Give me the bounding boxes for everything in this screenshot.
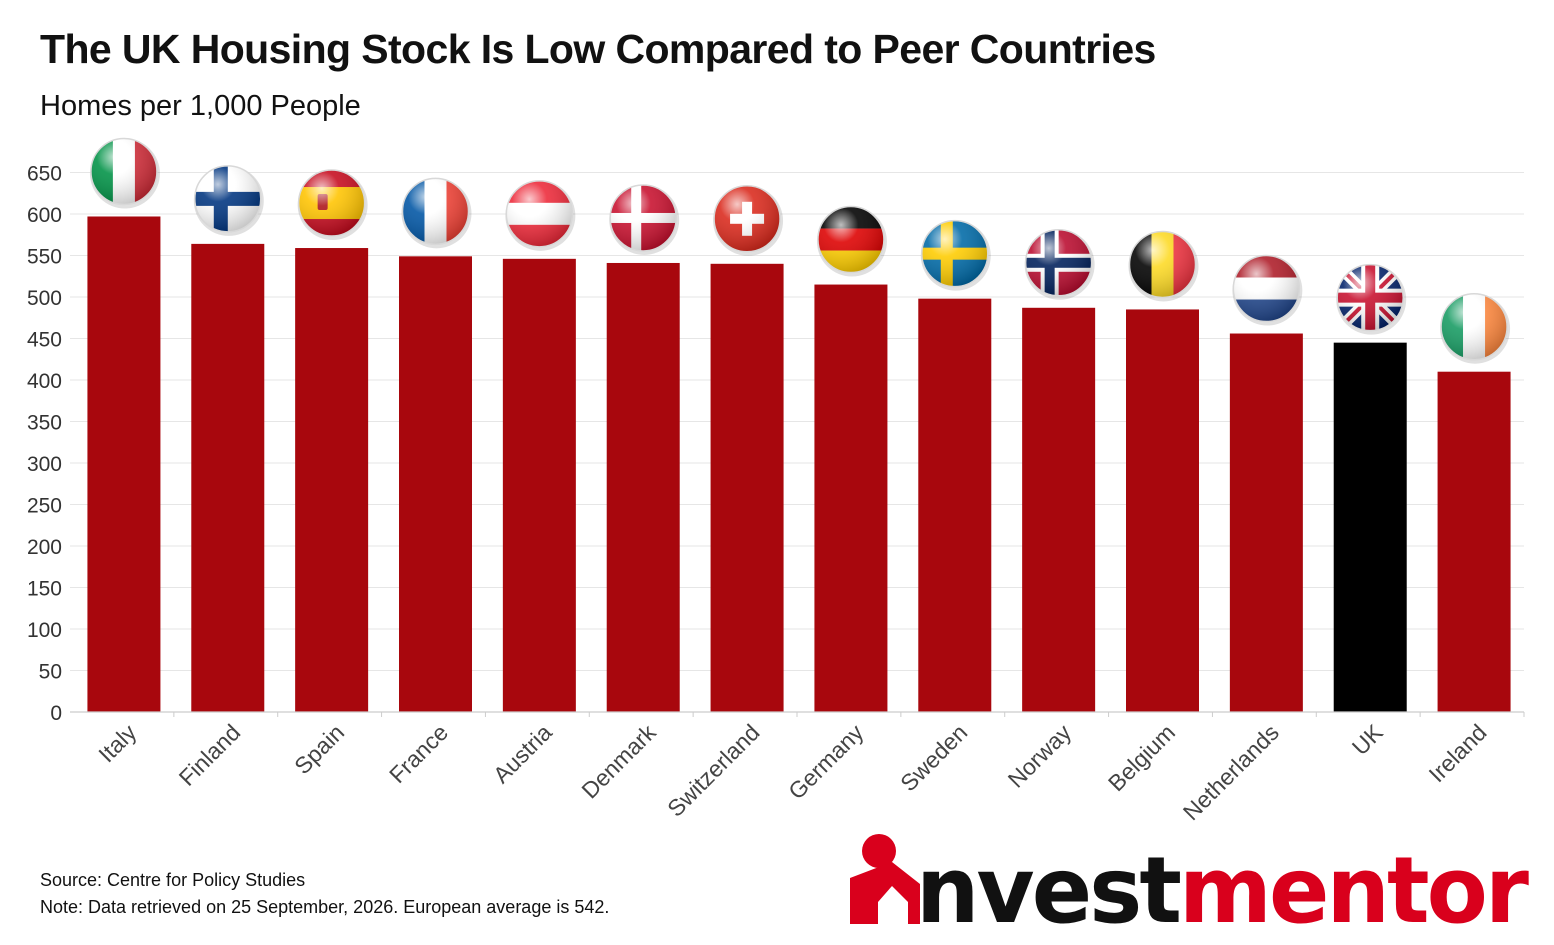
uk-flag-icon <box>1336 263 1407 335</box>
bar-germany <box>814 284 888 712</box>
y-tick-label: 150 <box>27 578 62 601</box>
bar-netherlands <box>1229 333 1303 712</box>
data-note: Note: Data retrieved on 25 September, 20… <box>40 897 610 917</box>
y-tick-label: 250 <box>27 495 62 518</box>
bar-france <box>399 256 472 712</box>
x-tick-label: Netherlands <box>1178 719 1284 825</box>
germany-flag-icon <box>816 205 887 277</box>
y-tick-label: 450 <box>27 329 62 352</box>
x-tick-label: Denmark <box>576 719 661 804</box>
norway-flag-icon <box>1024 229 1095 300</box>
bar-finland <box>191 243 265 712</box>
bar-sweden <box>918 298 992 712</box>
y-tick-label: 350 <box>27 412 62 435</box>
x-tick-label: Spain <box>289 719 349 779</box>
y-tick-label: 200 <box>27 536 62 559</box>
chart-title: The UK Housing Stock Is Low Compared to … <box>40 26 1156 72</box>
x-tick-label: UK <box>1347 719 1388 760</box>
x-tick-label: Switzerland <box>662 719 764 821</box>
x-tick-label: Sweden <box>895 719 972 796</box>
x-tick-label: Ireland <box>1423 719 1491 787</box>
france-flag-icon <box>401 177 472 249</box>
x-tick-label: Germany <box>783 719 869 805</box>
y-tick-label: 600 <box>27 204 62 227</box>
spain-flag-icon <box>297 169 368 241</box>
switzerland-flag-icon <box>713 185 784 256</box>
x-tick-label: Italy <box>93 719 142 768</box>
bar-uk <box>1333 342 1407 712</box>
logo-dot-icon <box>862 834 896 868</box>
source-note: Source: Centre for Policy Studies <box>40 870 306 890</box>
sweden-flag-icon <box>920 219 991 291</box>
bar-switzerland <box>710 263 784 712</box>
bar-belgium <box>1126 309 1199 712</box>
y-tick-label: 400 <box>27 370 62 393</box>
y-tick-label: 100 <box>27 619 62 642</box>
bar-norway <box>1022 307 1096 712</box>
bar-austria <box>502 258 576 712</box>
y-tick-label: 0 <box>50 702 62 725</box>
x-tick-label: Finland <box>174 719 246 791</box>
investmentor-logo: nvestmentor <box>850 834 1533 932</box>
y-tick-label: 550 <box>27 246 62 269</box>
bar-spain <box>295 248 369 712</box>
x-tick-label: Belgium <box>1103 719 1180 796</box>
y-tick-label: 650 <box>27 163 62 186</box>
x-tick-label: France <box>384 719 453 788</box>
logo-wordmark: nvestmentor <box>916 837 1530 932</box>
austria-flag-icon <box>505 180 576 251</box>
chart-subtitle: Homes per 1,000 People <box>40 90 361 122</box>
y-tick-label: 300 <box>27 453 62 476</box>
netherlands-flag-icon <box>1232 254 1303 326</box>
ireland-flag-icon <box>1440 292 1511 364</box>
x-tick-label: Norway <box>1003 719 1077 793</box>
bar-italy <box>87 216 161 713</box>
belgium-flag-icon <box>1128 230 1199 302</box>
logo-roof-icon <box>850 862 920 924</box>
y-tick-label: 500 <box>27 287 62 310</box>
bar-ireland <box>1437 371 1511 712</box>
finland-flag-icon <box>193 165 264 236</box>
denmark-flag-icon <box>609 184 680 255</box>
x-tick-label: Austria <box>488 719 557 788</box>
y-tick-label: 50 <box>39 661 62 684</box>
bar-denmark <box>606 262 680 712</box>
italy-flag-icon <box>89 137 160 209</box>
